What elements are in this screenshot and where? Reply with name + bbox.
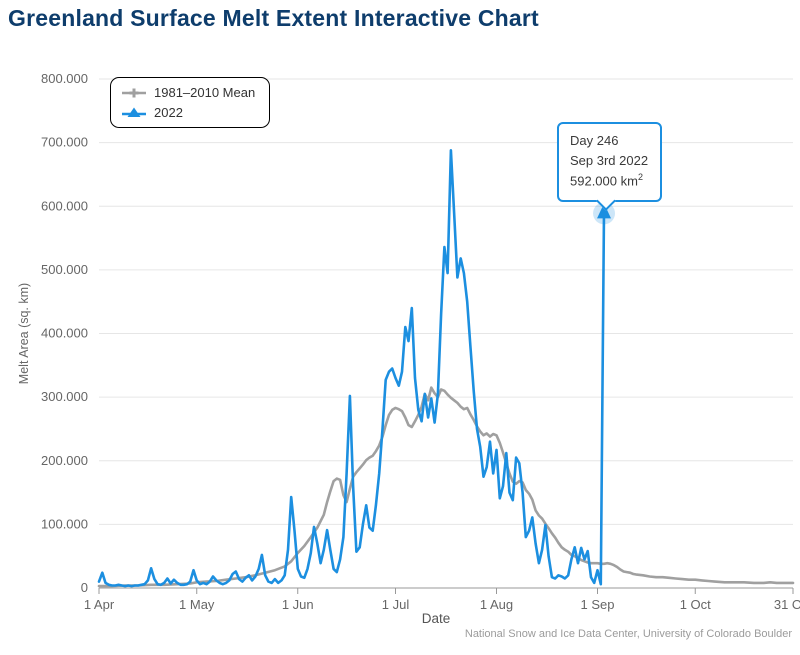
mean-series-marker-icon — [122, 88, 146, 97]
page-title: Greenland Surface Melt Extent Interactiv… — [8, 5, 539, 31]
series-line-2022[interactable] — [97, 149, 606, 588]
x-tick-label: 1 Apr — [84, 597, 115, 612]
y-tick-label: 300.000 — [41, 389, 88, 404]
chart-legend: 1981–2010 Mean 2022 — [110, 77, 271, 128]
x-tick-label: 1 Jul — [382, 597, 410, 612]
tooltip-date: Sep 3rd 2022 — [570, 153, 649, 169]
x-tick-label: 1 Aug — [480, 597, 513, 612]
x-axis-title: Date — [422, 611, 451, 626]
y-tick-label: 700.000 — [41, 135, 88, 150]
y-axis-title: Melt Area (sq. km) — [17, 283, 31, 384]
legend-label-mean: 1981–2010 Mean — [154, 85, 256, 100]
y-tick-label: 100.000 — [41, 516, 88, 531]
y-tick-label: 500.000 — [41, 262, 88, 277]
x-tick-label: 31 Oct — [774, 597, 800, 612]
y-tick-label: 600.000 — [41, 198, 88, 213]
y-tick-label: 0 — [81, 580, 88, 595]
series-line-mean[interactable] — [97, 386, 795, 588]
tooltip-value: 592.000 km2 — [570, 172, 643, 189]
legend-label-2022: 2022 — [154, 105, 183, 120]
x-tick-label: 1 Sep — [581, 597, 615, 612]
hover-point-marker-icon — [597, 203, 612, 219]
legend-item-mean[interactable]: 1981–2010 Mean — [121, 85, 255, 100]
x-tick-label: 1 May — [179, 597, 215, 612]
x-tick-label: 1 Oct — [680, 597, 711, 612]
y-tick-label: 200.000 — [41, 453, 88, 468]
hover-tooltip: Day 246 Sep 3rd 2022 592.000 km2 — [557, 122, 663, 211]
y-tick-label: 800.000 — [41, 71, 88, 86]
y-tick-label: 400.000 — [41, 326, 88, 341]
year-series-marker-icon — [122, 107, 146, 117]
tooltip-day: Day 246 — [570, 133, 619, 148]
x-tick-label: 1 Jun — [282, 597, 314, 612]
legend-item-2022[interactable]: 2022 — [121, 105, 255, 120]
attribution-text: National Snow and Ice Data Center, Unive… — [464, 628, 792, 640]
